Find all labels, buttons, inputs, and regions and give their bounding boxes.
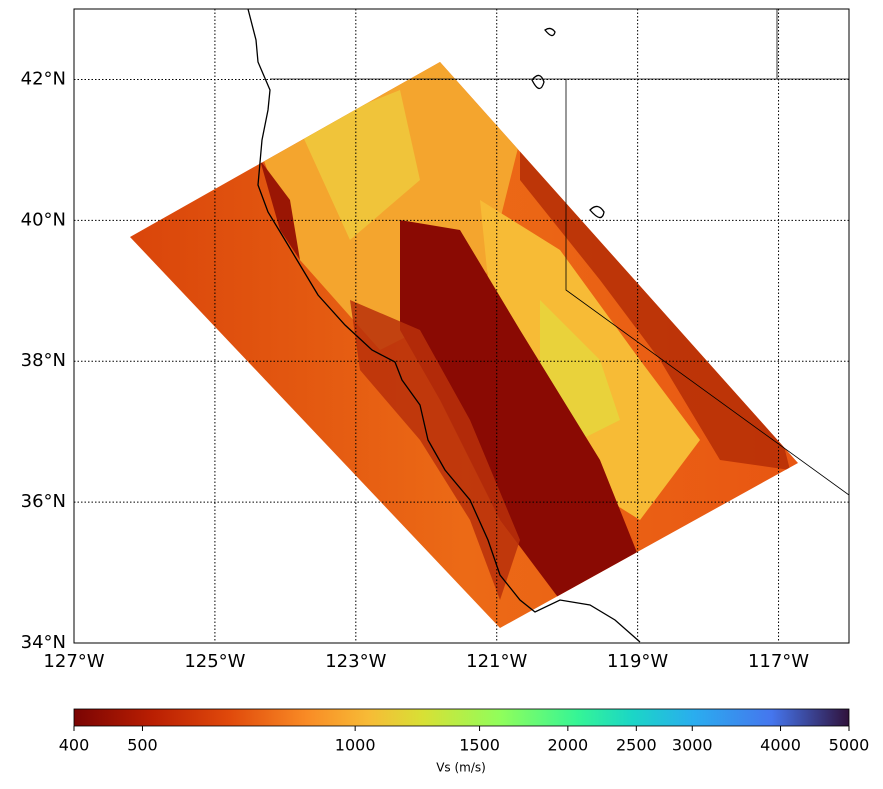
colorbar-label: Vs (m/s): [436, 761, 486, 775]
vs-raster: [130, 62, 798, 628]
colorbar-tick-label: 5000: [829, 736, 870, 755]
map-axes: [73, 8, 850, 644]
map-data: [130, 9, 849, 643]
x-tick-label: 117°W: [748, 651, 809, 672]
colorbar-tick-label: 2500: [616, 736, 657, 755]
colorbar-tick-label: 2000: [547, 736, 588, 755]
x-tick-label: 123°W: [325, 651, 386, 672]
colorbar-tick-label: 3000: [672, 736, 713, 755]
colorbar-tick-label: 500: [127, 736, 158, 755]
y-tick-label: 36°N: [21, 491, 66, 512]
x-tick-label: 121°W: [466, 651, 527, 672]
y-tick-label: 38°N: [21, 350, 66, 371]
x-tick-label: 125°W: [184, 651, 245, 672]
colorbar-tick-label: 1500: [459, 736, 500, 755]
colorbar-gradient: [73, 708, 850, 727]
map-frame: [73, 8, 850, 644]
coastline: [247, 9, 849, 643]
y-tick-label: 34°N: [21, 632, 66, 653]
x-tick-label: 119°W: [607, 651, 668, 672]
colorbar: Vs (m/s): [73, 708, 850, 775]
colorbar-tick-label: 400: [59, 736, 90, 755]
colorbar-tick-label: 4000: [760, 736, 801, 755]
y-tick-label: 40°N: [21, 209, 66, 230]
x-tick-label: 127°W: [43, 651, 104, 672]
y-tick-label: 42°N: [21, 68, 66, 89]
colorbar-tick-label: 1000: [335, 736, 376, 755]
